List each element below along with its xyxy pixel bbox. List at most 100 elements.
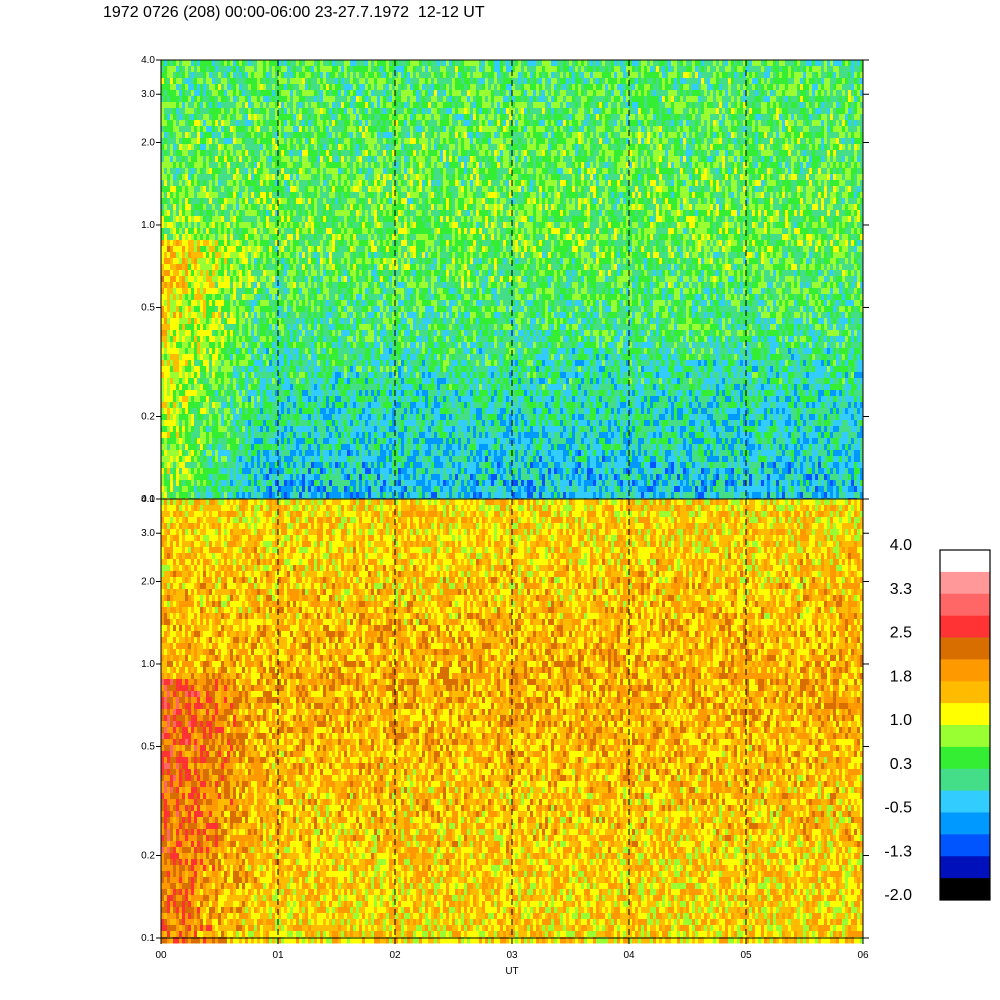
heatmap-cell [353, 264, 357, 271]
heatmap-cell [215, 492, 219, 499]
heatmap-cell [191, 288, 195, 295]
heatmap-cell [323, 108, 327, 115]
heatmap-cell [221, 78, 225, 85]
heatmap-cell [350, 354, 354, 361]
heatmap-cell [284, 258, 288, 265]
heatmap-cell [356, 294, 360, 301]
heatmap-cell [266, 150, 270, 157]
heatmap-cell [290, 306, 294, 313]
heatmap-cell [209, 468, 213, 475]
heatmap-cell [200, 120, 204, 127]
heatmap-cell [353, 492, 357, 499]
heatmap-cell [335, 474, 339, 481]
heatmap-cell [278, 426, 282, 433]
heatmap-cell [350, 162, 354, 169]
heatmap-cell [284, 204, 288, 211]
heatmap-cell [326, 240, 330, 247]
heatmap-cell [197, 294, 201, 301]
heatmap-cell [362, 150, 366, 157]
heatmap-cell [173, 474, 177, 481]
heatmap-cell [188, 126, 192, 133]
heatmap-cell [263, 198, 267, 205]
heatmap-cell [224, 432, 228, 439]
heatmap-cell [314, 84, 318, 91]
heatmap-cell [203, 294, 207, 301]
heatmap-cell [188, 168, 192, 175]
heatmap-cell [227, 426, 231, 433]
heatmap-cell [263, 126, 267, 133]
heatmap-cell [230, 390, 234, 397]
heatmap-cell [362, 78, 366, 85]
heatmap-cell [278, 450, 282, 457]
heatmap-cell [329, 384, 333, 391]
heatmap-cell [359, 222, 363, 229]
heatmap-cell [206, 144, 210, 151]
heatmap-cell [308, 156, 312, 163]
heatmap-cell [254, 150, 258, 157]
heatmap-cell [176, 354, 180, 361]
heatmap-cell [338, 390, 342, 397]
heatmap-cell [278, 186, 282, 193]
heatmap-cell [194, 348, 198, 355]
heatmap-cell [326, 198, 330, 205]
heatmap-cell [167, 132, 171, 139]
heatmap-cell [251, 138, 255, 145]
heatmap-cell [224, 156, 228, 163]
heatmap-cell [296, 324, 300, 331]
heatmap-cell [332, 330, 336, 337]
heatmap-cell [164, 186, 168, 193]
heatmap-cell [338, 438, 342, 445]
heatmap-cell [314, 294, 318, 301]
heatmap-cell [269, 168, 273, 175]
heatmap-cell [170, 276, 174, 283]
heatmap-cell [215, 96, 219, 103]
heatmap-cell [176, 276, 180, 283]
heatmap-cell [332, 312, 336, 319]
heatmap-cell [173, 426, 177, 433]
heatmap-cell [230, 126, 234, 133]
heatmap-cell [167, 408, 171, 415]
heatmap-cell [245, 210, 249, 217]
heatmap-cell [248, 222, 252, 229]
heatmap-cell [359, 150, 363, 157]
heatmap-cell [260, 78, 264, 85]
heatmap-cell [170, 414, 174, 421]
heatmap-cell [170, 306, 174, 313]
heatmap-cell [353, 210, 357, 217]
heatmap-cell [359, 330, 363, 337]
heatmap-cell [173, 102, 177, 109]
heatmap-cell [290, 120, 294, 127]
heatmap-cell [323, 150, 327, 157]
heatmap-cell [188, 210, 192, 217]
heatmap-cell [305, 348, 309, 355]
heatmap-cell [356, 168, 360, 175]
heatmap-cell [308, 108, 312, 115]
heatmap-cell [272, 138, 276, 145]
heatmap-cell [182, 288, 186, 295]
heatmap-cell [287, 192, 291, 199]
heatmap-cell [278, 312, 282, 319]
heatmap-cell [311, 90, 315, 97]
heatmap-cell [251, 276, 255, 283]
heatmap-cell [242, 468, 246, 475]
heatmap-cell [233, 150, 237, 157]
heatmap-cell [197, 192, 201, 199]
heatmap-cell [245, 96, 249, 103]
heatmap-cell [260, 108, 264, 115]
heatmap-cell [215, 114, 219, 121]
heatmap-cell [311, 390, 315, 397]
heatmap-cell [248, 78, 252, 85]
heatmap-cell [302, 300, 306, 307]
heatmap-cell [341, 102, 345, 109]
heatmap-cell [302, 462, 306, 469]
heatmap-cell [281, 216, 285, 223]
heatmap-cell [311, 180, 315, 187]
heatmap-cell [335, 90, 339, 97]
heatmap-cell [191, 114, 195, 121]
heatmap-cell [341, 288, 345, 295]
heatmap-cell [254, 372, 258, 379]
heatmap-cell [227, 246, 231, 253]
heatmap-cell [323, 246, 327, 253]
heatmap-cell [356, 342, 360, 349]
heatmap-cell [269, 144, 273, 151]
